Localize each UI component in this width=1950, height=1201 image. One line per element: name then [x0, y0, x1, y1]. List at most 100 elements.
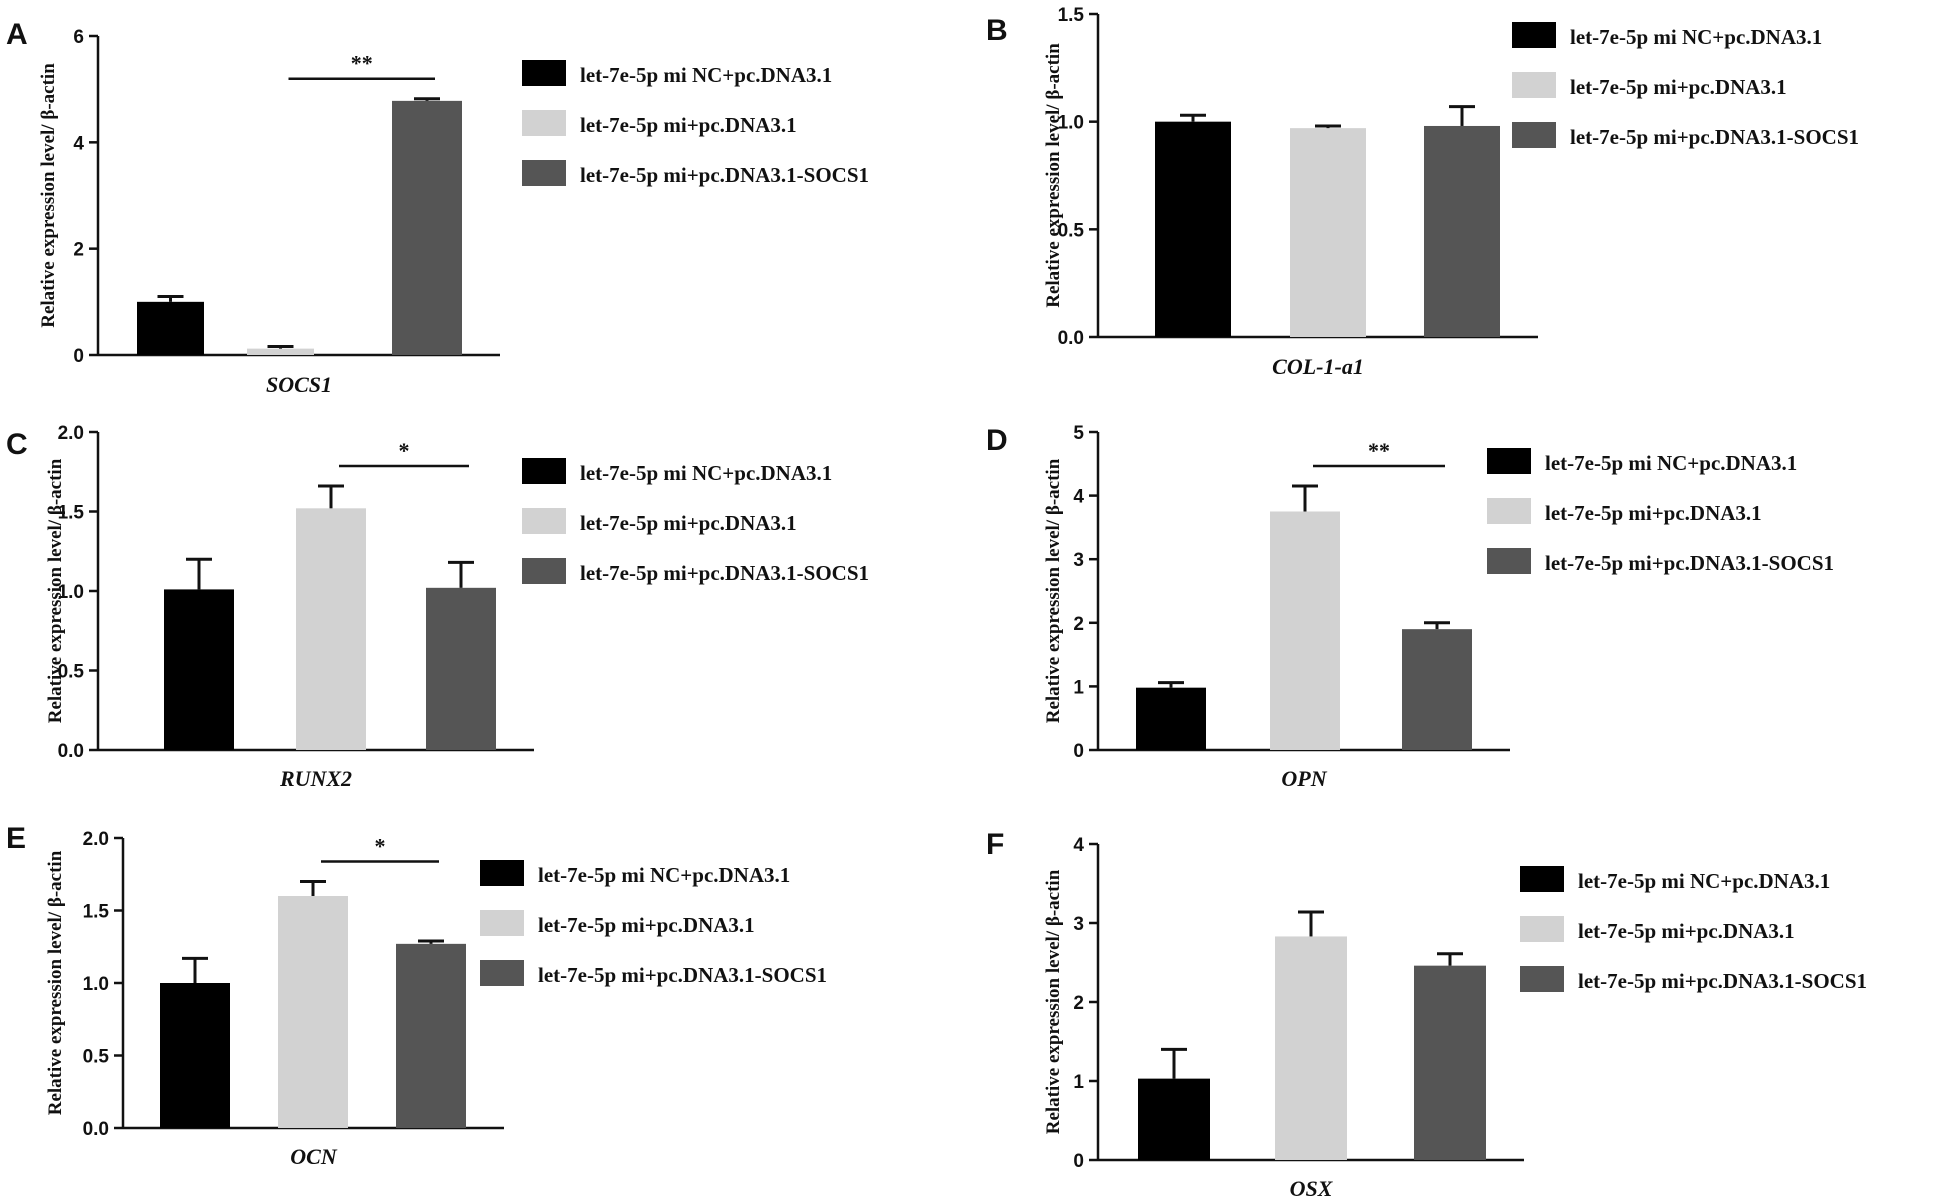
- bar: [1402, 629, 1472, 750]
- legend-label: let-7e-5p mi NC+pc.DNA3.1: [1545, 451, 1797, 475]
- y-axis-label: Relative expression level/ β-actin: [1043, 43, 1064, 308]
- y-axis-label: Relative expression level/ β-actin: [1043, 869, 1064, 1134]
- legend-label: let-7e-5p mi+pc.DNA3.1-SOCS1: [538, 963, 827, 987]
- panel-e: E Relative expression level/ β-actin 0.0 0.…: [6, 822, 827, 1169]
- x-category-label: RUNX2: [279, 766, 352, 791]
- legend-label: let-7e-5p mi NC+pc.DNA3.1: [580, 63, 832, 87]
- bar: [1414, 965, 1486, 1160]
- y-tick-label: 4: [1073, 487, 1084, 508]
- y-tick-label: 1.5: [1058, 5, 1085, 26]
- bar: [296, 508, 366, 750]
- panel-c: C Relative expression level/ β-actin 0.0 0.…: [6, 423, 869, 791]
- legend-label: let-7e-5p mi+pc.DNA3.1: [1578, 919, 1795, 943]
- y-tick-label: 2: [1073, 993, 1084, 1014]
- y-axis-label: Relative expression level/ β-actin: [45, 458, 66, 723]
- legend-swatch: [522, 110, 566, 136]
- legend-swatch: [522, 60, 566, 86]
- legend-label: let-7e-5p mi+pc.DNA3.1: [538, 913, 755, 937]
- y-axis-label: Relative expression level/ β-actin: [45, 850, 66, 1115]
- bar: [164, 589, 234, 750]
- legend-swatch: [1520, 916, 1564, 942]
- y-tick-label: 0: [1073, 1151, 1084, 1172]
- bar: [426, 587, 496, 750]
- significance-label: *: [375, 834, 386, 859]
- y-tick-label: 0.5: [1058, 220, 1085, 241]
- legend-swatch: [1520, 866, 1564, 892]
- y-tick-label: 0: [73, 346, 84, 367]
- panel-d: D Relative expression level/ β-actin 0 1 2 3 4…: [986, 423, 1834, 791]
- legend-swatch: [1512, 22, 1556, 48]
- legend-swatch: [1487, 498, 1531, 524]
- y-tick-label: 0.0: [58, 741, 84, 762]
- legend-label: let-7e-5p mi+pc.DNA3.1: [1545, 501, 1762, 525]
- panel-letter: D: [986, 424, 1008, 457]
- bar: [160, 983, 230, 1128]
- legend-label: let-7e-5p mi+pc.DNA3.1-SOCS1: [1578, 969, 1867, 993]
- legend-label: let-7e-5p mi+pc.DNA3.1-SOCS1: [580, 163, 869, 187]
- legend-swatch: [1487, 548, 1531, 574]
- legend-label: let-7e-5p mi NC+pc.DNA3.1: [538, 863, 790, 887]
- panel-letter: E: [6, 822, 26, 855]
- y-tick-label: 0.0: [1058, 328, 1084, 349]
- legend-swatch: [1512, 72, 1556, 98]
- y-tick-label: 1: [1073, 677, 1084, 698]
- x-category-label: COL-1-a1: [1272, 354, 1364, 379]
- legend-label: let-7e-5p mi+pc.DNA3.1: [1570, 75, 1787, 99]
- bar: [1138, 1078, 1210, 1160]
- bar: [1270, 511, 1340, 750]
- y-tick-label: 3: [1073, 550, 1084, 571]
- legend-swatch: [522, 558, 566, 584]
- y-tick-label: 1.0: [58, 582, 84, 603]
- legend-label: let-7e-5p mi+pc.DNA3.1: [580, 511, 797, 535]
- bar: [1136, 687, 1206, 750]
- legend-swatch: [522, 458, 566, 484]
- bar: [247, 348, 314, 355]
- panel-letter: B: [986, 14, 1008, 47]
- y-tick-label: 1.5: [58, 503, 85, 524]
- legend-swatch: [1512, 122, 1556, 148]
- y-tick-label: 5: [1073, 423, 1084, 444]
- legend-swatch: [522, 508, 566, 534]
- panel-letter: F: [986, 828, 1004, 861]
- bar: [392, 100, 462, 355]
- y-tick-label: 0.5: [83, 1047, 110, 1068]
- y-tick-label: 2.0: [58, 423, 84, 444]
- x-category-label: OPN: [1281, 766, 1327, 791]
- y-tick-label: 4: [73, 133, 84, 154]
- bar: [1424, 125, 1500, 338]
- legend-label: let-7e-5p mi NC+pc.DNA3.1: [580, 461, 832, 485]
- bar: [1155, 121, 1231, 338]
- legend-label: let-7e-5p mi NC+pc.DNA3.1: [1570, 25, 1822, 49]
- panel-f: F Relative expression level/ β-actin 0 1 2 3 4…: [986, 828, 1867, 1201]
- legend-swatch: [1520, 966, 1564, 992]
- y-tick-label: 1.0: [1058, 113, 1084, 134]
- y-tick-label: 1.0: [83, 974, 109, 995]
- panel-letter: C: [6, 428, 28, 461]
- legend-label: let-7e-5p mi+pc.DNA3.1-SOCS1: [1545, 551, 1834, 575]
- y-tick-label: 0.0: [83, 1119, 109, 1140]
- bar: [278, 896, 348, 1128]
- y-tick-label: 1: [1073, 1072, 1084, 1093]
- legend-label: let-7e-5p mi+pc.DNA3.1-SOCS1: [580, 561, 869, 585]
- legend-swatch: [480, 860, 524, 886]
- legend-swatch: [1487, 448, 1531, 474]
- bar: [1290, 128, 1366, 337]
- legend-swatch: [480, 960, 524, 986]
- bar: [396, 943, 466, 1128]
- legend-swatch: [480, 910, 524, 936]
- x-category-label: OCN: [290, 1144, 338, 1169]
- y-axis-label: Relative expression level/ β-actin: [1043, 458, 1064, 723]
- y-tick-label: 0: [1073, 741, 1084, 762]
- y-tick-label: 4: [1073, 835, 1084, 856]
- significance-label: *: [399, 438, 410, 463]
- legend-label: let-7e-5p mi+pc.DNA3.1: [580, 113, 797, 137]
- y-tick-label: 2: [73, 240, 84, 261]
- y-tick-label: 0.5: [58, 662, 85, 683]
- y-tick-label: 2.0: [83, 829, 109, 850]
- panel-a: A Relative expression level/ β-actin 0 2 4 6 S…: [6, 18, 869, 397]
- y-tick-label: 6: [73, 27, 84, 48]
- y-tick-label: 1.5: [83, 902, 110, 923]
- x-category-label: SOCS1: [266, 372, 332, 397]
- legend-swatch: [522, 160, 566, 186]
